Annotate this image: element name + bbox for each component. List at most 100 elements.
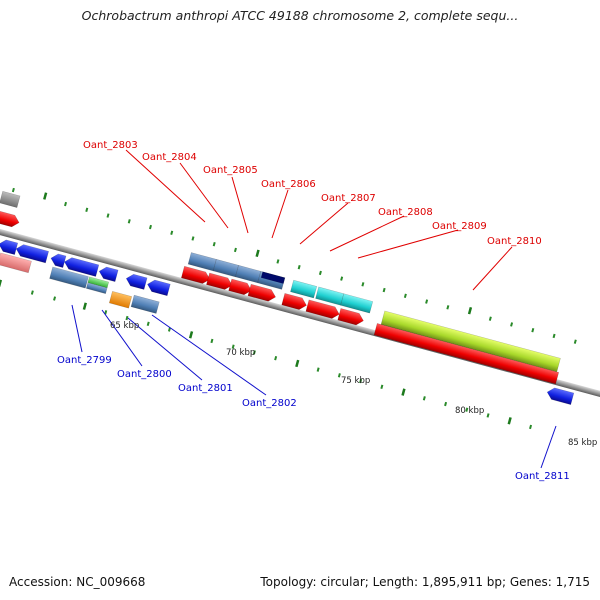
tick	[401, 388, 406, 396]
gene-oant-2806[interactable]	[260, 271, 286, 284]
features-inner	[0, 238, 575, 405]
gene-arrow[interactable]	[146, 278, 171, 297]
tick	[361, 282, 365, 287]
gene-label-oant-2799[interactable]: Oant_2799	[57, 355, 112, 366]
tick	[30, 290, 34, 295]
leader-line	[179, 162, 229, 229]
tick	[85, 207, 89, 213]
gene-arrow[interactable]	[0, 210, 21, 228]
gene-label-oant-2803[interactable]: Oant_2803	[83, 140, 138, 151]
tick	[531, 328, 535, 333]
gene-arrow[interactable]	[247, 283, 277, 303]
gene-label-oant-2806[interactable]: Oant_2806	[261, 179, 316, 190]
gene-arrow[interactable]	[181, 265, 211, 285]
gene-oant-2809[interactable]	[340, 293, 374, 314]
tick	[127, 219, 131, 224]
tick	[210, 338, 214, 344]
scale-label-65: 65 kbp	[110, 321, 139, 331]
gene-arrow[interactable]	[281, 293, 308, 311]
tick	[486, 413, 490, 418]
gene-oant-2799[interactable]	[49, 266, 89, 289]
gene-label-oant-2802[interactable]: Oant_2802	[242, 398, 297, 409]
gene-oant-2801[interactable]	[108, 291, 133, 309]
leader-line	[127, 317, 203, 381]
gene-oant-2805[interactable]	[235, 264, 262, 284]
tick	[231, 344, 235, 349]
tick	[149, 224, 152, 230]
tick-row-outer	[11, 187, 577, 344]
leader-lines-top	[125, 149, 513, 291]
tick	[529, 424, 533, 430]
leader-lines-bottom	[71, 304, 557, 469]
tick	[337, 373, 341, 378]
gene-label-oant-2811[interactable]: Oant_2811	[515, 471, 570, 482]
leader-line	[71, 304, 83, 353]
tick	[146, 321, 150, 326]
tick	[510, 322, 514, 327]
scale-label-70: 70 kbp	[226, 348, 255, 358]
leader-line	[299, 202, 349, 245]
tick	[422, 396, 426, 401]
tick	[11, 187, 15, 193]
gene-oant-2807[interactable]	[290, 279, 318, 299]
tick	[488, 316, 492, 321]
tick	[0, 279, 3, 287]
gene-arrow[interactable]	[305, 299, 341, 320]
leader-line	[472, 246, 513, 291]
gene-label-oant-2809[interactable]: Oant_2809	[432, 221, 487, 232]
map-title: Ochrobactrum anthropi ATCC 49188 chromos…	[81, 8, 519, 23]
tick	[167, 327, 171, 332]
gene-label-oant-2807[interactable]: Oant_2807	[321, 193, 376, 204]
gene-label-oant-2800[interactable]: Oant_2800	[117, 369, 172, 380]
leader-line	[151, 314, 267, 396]
tick	[252, 350, 256, 355]
tick	[276, 259, 280, 264]
tick	[191, 236, 195, 241]
gene-feature[interactable]	[85, 282, 108, 294]
accession-label: Accession: NC_009668	[9, 575, 146, 589]
tick	[340, 276, 344, 281]
tick	[43, 192, 48, 200]
gene-arrow[interactable]	[63, 256, 100, 277]
gene-label-oant-2810[interactable]: Oant_2810	[487, 236, 542, 247]
sequence-backbone	[0, 223, 600, 402]
tick	[573, 339, 577, 344]
gene-arrow[interactable]	[0, 238, 19, 255]
gene-oant-2804[interactable]	[212, 258, 239, 278]
gene-label-oant-2805[interactable]: Oant_2805	[203, 165, 258, 176]
gene-feature[interactable]	[373, 323, 560, 385]
tick	[188, 331, 194, 339]
tick	[467, 306, 473, 315]
tick	[64, 201, 68, 207]
gene-arrow[interactable]	[206, 272, 233, 291]
leader-line	[329, 215, 405, 252]
tick	[274, 355, 278, 361]
gene-arrow[interactable]	[49, 252, 67, 268]
tick	[295, 359, 300, 368]
tick	[106, 213, 110, 218]
tick	[359, 378, 363, 384]
gene-feature[interactable]	[0, 252, 32, 274]
tick-row-inner	[0, 279, 533, 430]
gene-label-oant-2808[interactable]: Oant_2808	[378, 207, 433, 218]
gene-oant-2802[interactable]	[130, 294, 160, 314]
features-outer	[0, 190, 561, 385]
scale-label-85: 85 kbp	[568, 438, 597, 448]
tick	[425, 299, 429, 304]
gene-label-oant-2801[interactable]: Oant_2801	[178, 383, 233, 394]
tick	[82, 302, 87, 310]
leader-line	[125, 149, 206, 223]
tick	[255, 249, 260, 258]
gene-arrow[interactable]	[228, 278, 253, 296]
gene-arrow[interactable]	[98, 265, 119, 282]
gene-arrow[interactable]	[337, 308, 365, 326]
tick	[297, 264, 301, 270]
leader-line	[231, 176, 249, 234]
leader-line	[271, 189, 289, 239]
gene-feature[interactable]	[0, 190, 21, 208]
gene-arrow[interactable]	[125, 273, 148, 290]
gene-oant-2811[interactable]	[546, 386, 575, 405]
gene-label-oant-2804[interactable]: Oant_2804	[142, 152, 197, 163]
gene-arrow[interactable]	[15, 243, 49, 264]
tick	[53, 296, 57, 301]
